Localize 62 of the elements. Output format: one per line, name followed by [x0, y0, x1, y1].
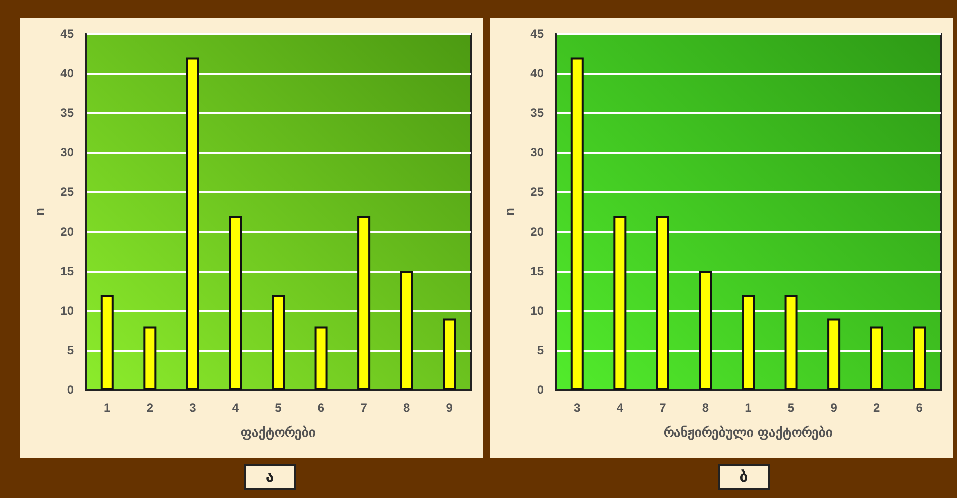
bar: [870, 326, 884, 390]
bar: [784, 295, 798, 390]
bar: [144, 326, 157, 390]
y-tick-label: 45: [530, 27, 544, 41]
x-tick-label: 9: [830, 401, 838, 415]
x-tick-label: 1: [104, 401, 112, 415]
bar: [742, 295, 755, 390]
y-axis-title: n: [32, 208, 47, 216]
y-tick-label: 10: [530, 304, 544, 318]
y-tick-label: 5: [67, 343, 74, 358]
y-tick-label: 0: [67, 383, 74, 397]
y-tick-label: 40: [60, 66, 74, 81]
x-axis-title: რანჟირებული ფაქტორები: [664, 425, 833, 441]
bar: [443, 318, 456, 390]
x-tick-label: 4: [616, 401, 624, 415]
bar: [828, 318, 841, 390]
bar: [229, 216, 242, 390]
x-tick-label: 8: [403, 401, 410, 415]
bar: [100, 295, 114, 390]
x-tick-label: 2: [873, 401, 880, 415]
bar: [186, 58, 200, 390]
y-tick-label: 40: [530, 66, 544, 81]
x-tick-label: 7: [360, 401, 368, 415]
y-tick-label: 35: [530, 106, 544, 120]
y-axis-title: n: [502, 208, 517, 216]
bar: [272, 295, 285, 390]
bar: [656, 216, 670, 390]
y-tick-label: 35: [60, 106, 74, 120]
text: ბ: [718, 464, 770, 490]
text: ა: [244, 464, 296, 490]
bar: [913, 326, 926, 390]
y-tick-label: 5: [537, 343, 544, 358]
y-tick-label: 20: [60, 224, 74, 239]
bar: [358, 216, 371, 390]
bar: [699, 271, 712, 390]
x-tick-label: 8: [702, 401, 710, 415]
y-tick-label: 30: [60, 146, 74, 160]
x-tick-label: 4: [232, 401, 240, 415]
y-tick-label: 30: [530, 146, 544, 160]
bar: [570, 58, 584, 390]
y-tick-label: 15: [530, 264, 544, 278]
x-tick-label: 5: [788, 401, 795, 415]
x-tick-label: 6: [916, 401, 924, 415]
x-tick-label: 1: [745, 401, 752, 415]
bar: [314, 326, 328, 390]
y-tick-label: 15: [60, 264, 74, 278]
y-tick-label: 25: [60, 185, 74, 200]
x-axis-title: ფაქტორები: [241, 425, 316, 441]
x-tick-label: 3: [574, 401, 582, 415]
x-tick-label: 9: [446, 401, 454, 415]
y-tick-label: 25: [530, 185, 544, 200]
x-tick-label: 3: [190, 401, 197, 415]
y-tick-label: 10: [60, 304, 74, 318]
y-tick-label: 20: [530, 224, 544, 239]
x-tick-label: 5: [275, 401, 282, 415]
x-tick-label: 2: [146, 401, 154, 415]
bar: [400, 271, 414, 390]
y-tick-label: 45: [60, 27, 74, 41]
x-tick-label: 6: [318, 401, 325, 415]
bar: [614, 216, 627, 390]
y-tick-label: 0: [537, 383, 544, 397]
x-tick-label: 7: [660, 401, 667, 415]
